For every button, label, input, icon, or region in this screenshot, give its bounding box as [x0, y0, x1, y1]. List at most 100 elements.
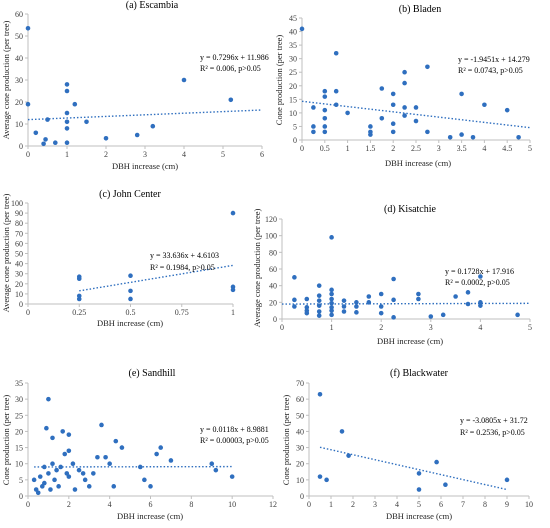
x-tick-label: 0.75: [175, 308, 189, 317]
y-tick-label: 0: [19, 492, 23, 501]
data-point: [33, 130, 39, 136]
data-point: [402, 69, 407, 75]
data-point: [64, 110, 70, 116]
data-point: [103, 136, 109, 141]
trend-line: [79, 264, 234, 292]
x-tick-label: 1: [329, 500, 333, 509]
data-point: [413, 105, 419, 110]
data-point: [316, 313, 322, 318]
data-point: [390, 129, 396, 135]
x-tick-label: 0: [300, 144, 304, 153]
data-point: [379, 86, 385, 91]
data-point: [99, 422, 104, 428]
data-point: [459, 91, 464, 97]
r-squared-label: R² = 0.0743, p>0.05: [458, 66, 523, 75]
data-point: [86, 484, 92, 489]
x-tick-label: 9: [505, 500, 509, 509]
data-point: [230, 287, 236, 293]
x-tick-label: 2: [67, 500, 71, 509]
data-point: [379, 116, 385, 121]
data-point: [54, 467, 59, 473]
data-point: [329, 308, 334, 313]
data-point: [50, 435, 55, 441]
data-point: [60, 429, 66, 434]
data-point: [341, 309, 347, 314]
y-tick-label: 5: [293, 122, 297, 131]
x-tick-label: 1.5: [365, 144, 375, 153]
y-tick-label: 15: [289, 95, 297, 104]
data-point: [82, 477, 88, 483]
x-tick-label: 4: [182, 150, 186, 159]
data-point: [402, 105, 407, 110]
y-tick-label: 0: [300, 492, 304, 501]
data-point: [378, 310, 384, 316]
data-point: [504, 477, 510, 483]
x-tick-label: 0: [280, 323, 284, 332]
data-point: [35, 490, 41, 496]
data-point: [181, 77, 187, 83]
data-point: [322, 129, 328, 135]
data-point: [229, 474, 235, 479]
y-tick-label: 100: [265, 232, 277, 241]
data-point: [230, 210, 236, 216]
data-point: [134, 132, 140, 138]
data-point: [52, 477, 57, 483]
data-point: [72, 487, 78, 492]
regression-equation: y = 0.7296x + 11.986: [200, 53, 269, 62]
data-point: [316, 309, 322, 314]
data-point: [345, 110, 350, 116]
data-point: [48, 487, 53, 492]
y-tick-label: 45: [289, 14, 297, 23]
y-tick-label: 40: [15, 260, 23, 269]
data-point: [66, 448, 72, 454]
data-point: [368, 132, 373, 137]
x-tick-label: 2: [351, 500, 355, 509]
data-point: [42, 464, 47, 470]
data-point: [64, 119, 70, 125]
data-point: [292, 304, 297, 309]
data-point: [470, 134, 476, 140]
data-point: [354, 310, 359, 315]
y-tick-label: 20: [289, 82, 297, 91]
data-point: [391, 297, 396, 303]
x-tick-label: 3: [429, 323, 433, 332]
panel-bladen: 0 0.5 1 1.5 2 2.5 3 3.5 4 4.5 5 0 5 10 15 20 25 30 35 40 45 (…: [274, 4, 532, 168]
data-point: [53, 140, 58, 145]
y-tick-label: 10: [15, 290, 23, 299]
data-point: [317, 392, 323, 397]
y-tick-label: 20: [15, 280, 23, 289]
data-point: [150, 123, 156, 129]
x-tick-label: 12: [269, 500, 277, 509]
data-point: [37, 474, 43, 479]
panel-title: (c) John Center: [99, 189, 161, 200]
x-tick-label: 3.5: [457, 144, 467, 153]
data-point: [322, 88, 328, 94]
data-point: [434, 459, 439, 465]
x-axis-label: DBH increase (cm): [97, 318, 163, 328]
data-point: [333, 50, 339, 56]
x-tick-label: 8: [189, 500, 193, 509]
data-point: [478, 274, 483, 279]
data-point: [56, 484, 61, 489]
y-tick-label: 30: [15, 395, 23, 404]
y-tick-label: 80: [269, 248, 277, 257]
data-point: [413, 118, 419, 124]
y-tick-label: 90: [15, 209, 23, 218]
data-point: [465, 290, 471, 295]
x-axis-label: DBH increase (cm): [377, 336, 443, 346]
regression-equation: y = 0.1728x + 17.916: [445, 267, 514, 276]
x-tick-label: 2: [379, 323, 383, 332]
data-point: [304, 296, 310, 302]
x-tick-label: 0.5: [126, 308, 136, 317]
y-tick-label: 30: [296, 444, 304, 453]
x-tick-label: 5: [528, 323, 532, 332]
data-point: [390, 121, 396, 127]
data-point: [322, 94, 328, 99]
y-tick-label: 50: [15, 32, 23, 41]
data-point: [378, 304, 384, 309]
data-point: [402, 80, 407, 86]
data-point: [322, 124, 328, 129]
data-point: [41, 141, 46, 147]
data-point: [91, 471, 96, 476]
